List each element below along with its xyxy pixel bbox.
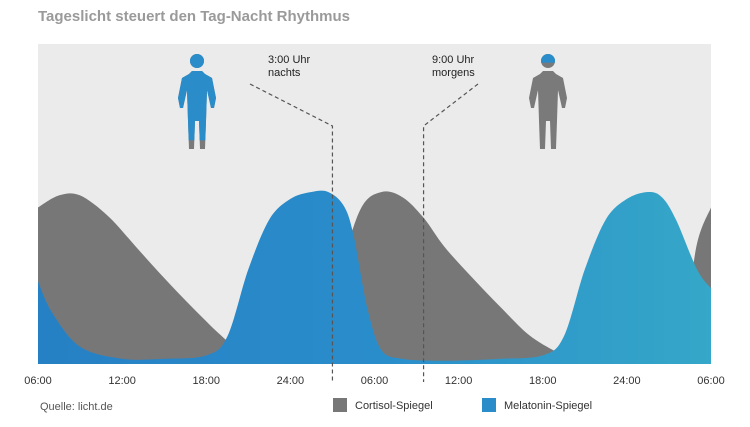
source-note: Quelle: licht.de [40, 401, 113, 413]
legend-label: Cortisol-Spiegel [355, 400, 433, 412]
area-melatonin-spiegel [38, 190, 711, 364]
x-tick-label: 12:00 [108, 375, 136, 387]
x-tick-label: 18:00 [529, 375, 557, 387]
annotation-leader-line [249, 83, 334, 382]
x-tick-label: 24:00 [277, 375, 305, 387]
area-cortisol-spiegel [38, 191, 711, 364]
x-tick-label: 24:00 [613, 375, 641, 387]
x-tick-label: 06:00 [697, 375, 725, 387]
chart-title: Tageslicht steuert den Tag-Nacht Rhythmu… [38, 8, 350, 25]
legend-swatch [333, 398, 347, 412]
x-tick-label: 06:00 [24, 375, 52, 387]
x-tick-label: 06:00 [361, 375, 389, 387]
annotation-label: morgens [432, 67, 475, 79]
legend-item: Cortisol-Spiegel [333, 398, 433, 412]
legend-item: Melatonin-Spiegel [482, 398, 592, 412]
annotation-label: 9:00 Uhr [432, 54, 475, 66]
annotation-leader-line [422, 83, 479, 382]
x-tick-label: 18:00 [192, 375, 220, 387]
annotation-label: nachts [268, 67, 301, 79]
annotation-label: 3:00 Uhr [268, 54, 311, 66]
x-tick-label: 12:00 [445, 375, 473, 387]
legend-label: Melatonin-Spiegel [504, 400, 592, 412]
legend-swatch [482, 398, 496, 412]
